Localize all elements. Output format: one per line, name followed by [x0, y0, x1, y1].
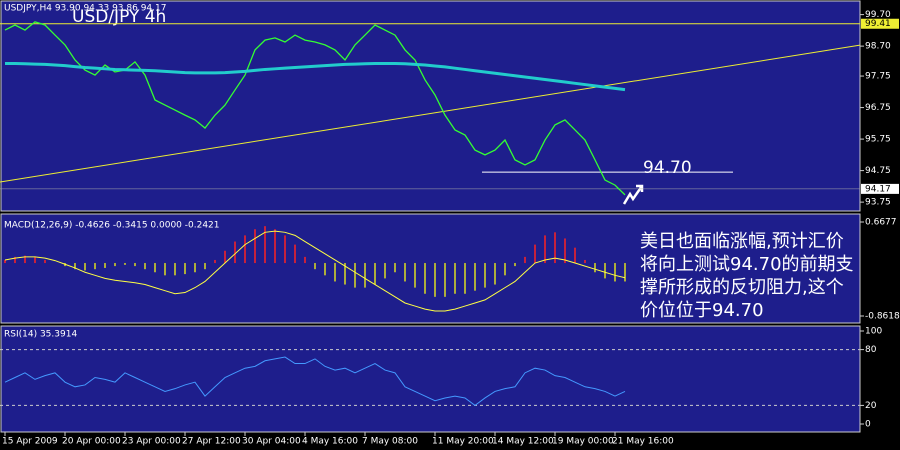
chart-title: USD/JPY 4h: [72, 7, 166, 27]
y-tick-label: 93.75: [865, 198, 891, 208]
x-tick-label: 21 May 16:00: [612, 437, 674, 447]
x-tick-label: 19 May 00:00: [552, 437, 614, 447]
price: [4, 21, 626, 196]
macd-panel: [0, 213, 861, 324]
y-tick-label: -0.8618: [865, 312, 900, 322]
support-label: 94.70: [643, 158, 692, 178]
rsi-line: [4, 356, 626, 407]
rsi-panel: [0, 325, 861, 433]
x-tick-label: 15 Apr 2009: [2, 437, 58, 447]
y-tick-label: 0: [865, 420, 871, 430]
price-panel: [0, 0, 861, 212]
header: USDJPY,H4 93.90 94.33 93.86 94.17: [4, 4, 166, 14]
y-tick-label: 100: [865, 327, 882, 337]
annotation: 价位位于94.70: [640, 300, 764, 321]
y-tick-label: 99.70: [865, 10, 891, 20]
y-tick-label: 98.70: [865, 42, 891, 52]
y-tick-label: 96.75: [865, 103, 891, 113]
y-tick-label: 0.6677: [865, 218, 897, 228]
x-tick-label: 30 Apr 04:00: [242, 437, 301, 447]
y-tick-label: 95.75: [865, 135, 891, 145]
h-line-label-bg: [861, 18, 899, 29]
x-tick-label: 23 Apr 00:00: [122, 437, 181, 447]
y-tick-label: 94.75: [865, 166, 891, 176]
annotation: 将向上测试94.70的前期支: [640, 254, 854, 275]
y-tick-label: 80: [865, 345, 877, 355]
rsi-title: RSI(14) 35.3914: [4, 330, 77, 340]
x-tick-label: 14 May 12:00: [492, 437, 554, 447]
y-tick-label: 97.75: [865, 72, 891, 82]
x-tick-label: 4 May 16:00: [302, 437, 358, 447]
price-label: 94.17: [865, 184, 891, 194]
moving-average: [5, 61, 626, 92]
signal-line: [4, 230, 626, 312]
x-tick-label: 20 Apr 00:00: [62, 437, 121, 447]
macd-title: MACD(12,26,9) -0.4626 -0.3415 0.0000 -0.…: [4, 221, 220, 231]
annotation: 撑所形成的反切阻力,这个: [640, 277, 844, 298]
price-label-bg: [861, 183, 899, 194]
h-line-label: 99.41: [865, 19, 891, 29]
arrow: [622, 184, 644, 205]
trendline: [0, 44, 861, 183]
x-tick-label: 7 May 08:00: [362, 437, 418, 447]
x-tick-label: 11 May 20:00: [432, 437, 494, 447]
annotation: 美日也面临涨幅,预计汇价: [640, 231, 844, 252]
x-tick-label: 27 Apr 12:00: [182, 437, 241, 447]
y-tick-label: 20: [865, 401, 877, 411]
